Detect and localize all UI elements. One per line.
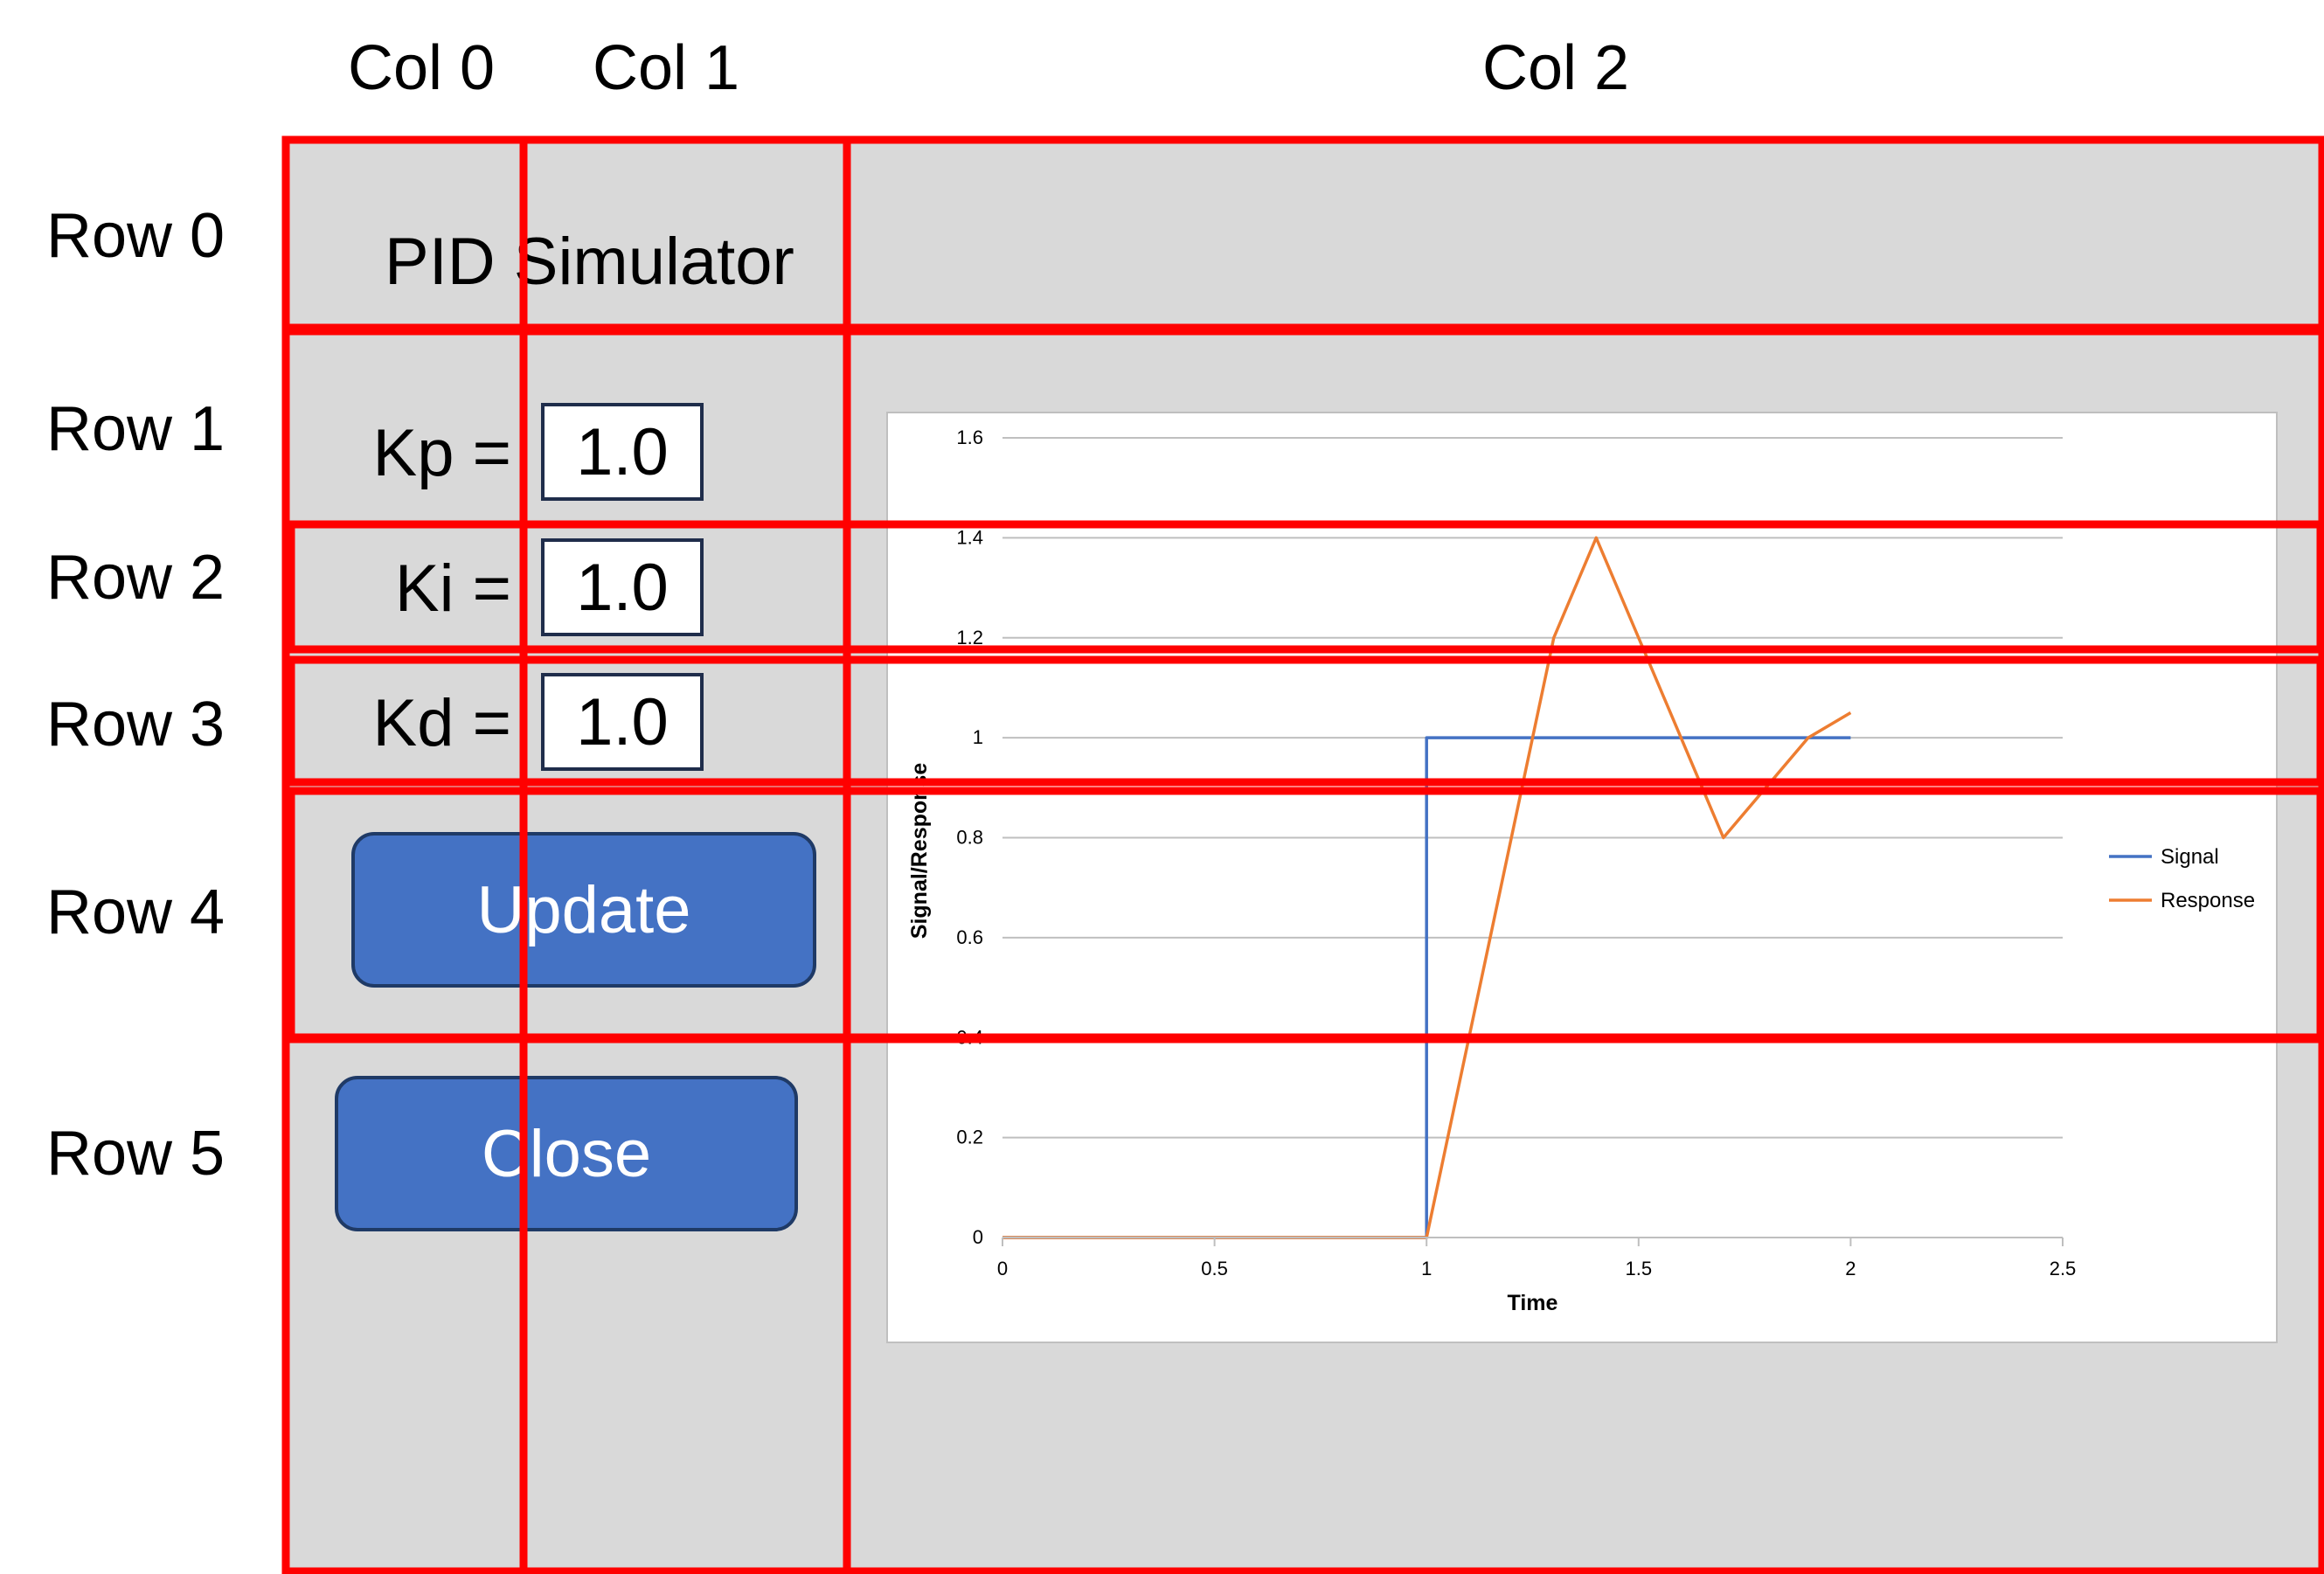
series-line-signal [1002,736,1851,1239]
kd-label: Kd = [372,686,511,760]
x-tick-label: 0.5 [1201,1258,1228,1279]
y-tick-label: 0.6 [956,926,983,948]
kp-input[interactable] [541,403,704,501]
legend-label-response: Response [2161,889,2255,912]
ki-input[interactable] [541,538,704,636]
ki-label: Ki = [394,551,511,626]
y-tick-label: 0.8 [956,827,983,849]
x-tick-label: 2.5 [2050,1258,2077,1279]
y-tick-label: 1.4 [956,526,983,548]
column-label-0: Col 0 [347,33,496,103]
y-tick-label: 1.2 [956,627,983,648]
legend-label-signal: Signal [2161,845,2219,869]
y-tick-label: 1.6 [956,426,983,448]
y-tick-label: 0 [973,1226,983,1248]
y-tick-label: 0.4 [956,1026,983,1048]
x-tick-label: 2 [1845,1258,1856,1279]
y-tick-label: 1 [973,726,983,748]
y-axis-title: Signal/Response [907,763,932,940]
close-button[interactable]: Close [335,1076,798,1231]
app-title: PID Simulator [385,225,794,299]
row-label-5: Row 5 [45,1119,225,1189]
x-tick-label: 1.5 [1626,1258,1653,1279]
x-axis-title: Time [1508,1291,1558,1315]
row-label-0: Row 0 [45,201,225,271]
row-label-4: Row 4 [45,877,225,947]
update-button[interactable]: Update [351,832,816,988]
column-label-1: Col 1 [592,33,740,103]
row-label-3: Row 3 [45,690,225,759]
x-tick-label: 1 [1421,1258,1432,1279]
column-label-2: Col 2 [1481,33,1630,103]
kp-label: Kp = [372,416,511,490]
x-tick-label: 0 [997,1258,1008,1279]
row-label-1: Row 1 [45,394,225,464]
chart-area: 0 0.2 0.4 0.6 0.8 1 1.2 1.4 1.6 0 0.5 1 1.5 2 2.5 Time S… [886,412,2278,1343]
y-tick-label: 0.2 [956,1127,983,1148]
response-chart: 0 0.2 0.4 0.6 0.8 1 1.2 1.4 1.6 0 0.5 1 1.5 2 2.5 Time S… [907,426,2255,1315]
row-label-2: Row 2 [45,543,225,613]
kd-input[interactable] [541,673,704,771]
